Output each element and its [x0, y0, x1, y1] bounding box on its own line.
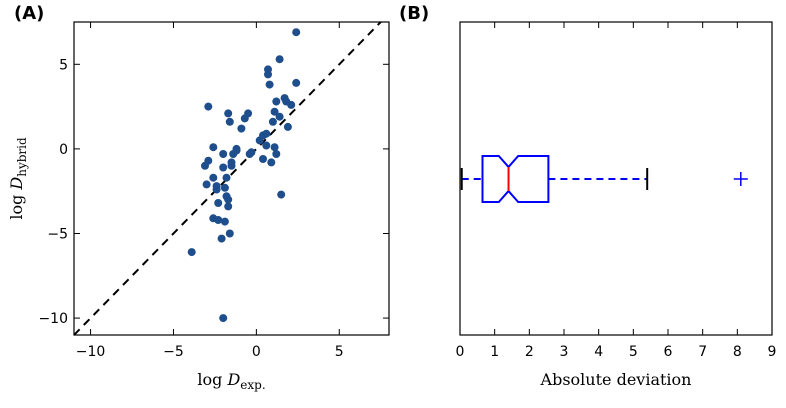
panel-b: 0 1 2 3 4 5 6 7 8 9 (B) Absolute deviation: [399, 3, 776, 389]
x-tick-label: 2: [525, 344, 534, 360]
scatter-point: [225, 229, 234, 238]
scatter-point: [214, 216, 223, 224]
x-axis-label-sub: exp.: [240, 378, 265, 392]
x-tick-label: 0: [252, 344, 261, 360]
panel-label-b: (B): [399, 3, 429, 24]
identity-line: [74, 22, 383, 335]
x-tick-label: 5: [335, 344, 344, 360]
scatter-point: [265, 80, 274, 89]
notched-box: [481, 155, 550, 203]
scatter-point: [204, 102, 213, 111]
y-axis-label-log: log: [7, 190, 26, 220]
scatter-point: [220, 217, 229, 226]
scatter-point: [220, 183, 229, 192]
x-tick-label: 8: [733, 344, 742, 360]
scatter-point: [217, 234, 226, 243]
scatter-point: [275, 55, 284, 64]
scatter-point: [187, 248, 196, 257]
x-axis-label: log Dexp.: [197, 370, 265, 392]
scatter-point: [219, 314, 228, 323]
y-tick-label: −5: [47, 226, 68, 242]
x-tick-label: 1: [490, 344, 499, 360]
y-axis-label-var: D: [7, 177, 26, 191]
scatter-point: [227, 161, 236, 170]
scatter-point: [214, 199, 223, 207]
scatter-point: [270, 107, 279, 116]
x-tick-label: 0: [456, 344, 465, 360]
y-axis-label: log Dhybrid: [7, 137, 29, 220]
x-tick-label: 9: [768, 344, 777, 360]
y-tick-label: −10: [38, 311, 68, 327]
scatter-point: [277, 190, 286, 199]
y-tick-label: 5: [59, 57, 68, 73]
x-tick-label: 5: [629, 344, 638, 360]
scatter-point: [262, 141, 271, 150]
scatter-point: [272, 150, 281, 158]
x-tick-label: 6: [664, 344, 673, 360]
panel-a: −10 −5 0 5−10−505(A)log Dexp.log Dhybrid: [7, 3, 390, 392]
scatter-point: [247, 148, 256, 157]
outlier-point: [733, 172, 748, 186]
scatter-point: [292, 28, 301, 37]
scatter-point: [275, 112, 284, 121]
x-tick-label: −10: [76, 344, 106, 360]
scatter-point: [262, 129, 271, 138]
scatter-point: [267, 158, 276, 167]
scatter-point: [270, 143, 279, 152]
panel-a-frame: [73, 21, 390, 336]
scatter-point: [224, 202, 233, 211]
x-axis-label-log: log: [197, 370, 227, 389]
scatter-points: [187, 28, 301, 323]
scatter-point: [224, 195, 233, 204]
scatter-point: [222, 173, 231, 182]
scatter-point: [224, 109, 233, 118]
x-tick-label: 3: [560, 344, 569, 360]
y-axis-label-sub: hybrid: [15, 137, 29, 177]
x-axis-label: Absolute deviation: [540, 370, 692, 389]
scatter-point: [202, 180, 211, 189]
x-tick-label: −5: [163, 344, 184, 360]
scatter-point: [219, 150, 228, 158]
scatter-point: [283, 122, 292, 131]
scatter-point: [292, 78, 301, 87]
panel-b-frame: [459, 21, 773, 336]
scatter-point: [237, 124, 246, 133]
scatter-point: [225, 117, 234, 126]
scatter-point: [219, 163, 228, 172]
scatter-point: [209, 173, 218, 182]
scatter-point: [212, 185, 221, 194]
x-axis-label-var: D: [226, 370, 240, 389]
scatter-point: [201, 161, 209, 170]
scatter-point: [272, 97, 281, 106]
scatter-point: [268, 117, 277, 126]
scatter-point: [244, 109, 253, 118]
scatter-point: [287, 100, 296, 109]
y-tick-label: 0: [59, 142, 68, 158]
panel-label-a: (A): [14, 3, 44, 24]
x-tick-label: 7: [698, 344, 707, 360]
scatter-point: [209, 143, 218, 152]
scatter-point: [232, 146, 241, 155]
x-tick-label: 4: [594, 344, 603, 360]
scatter-point: [259, 155, 267, 163]
scatter-point: [264, 65, 272, 74]
